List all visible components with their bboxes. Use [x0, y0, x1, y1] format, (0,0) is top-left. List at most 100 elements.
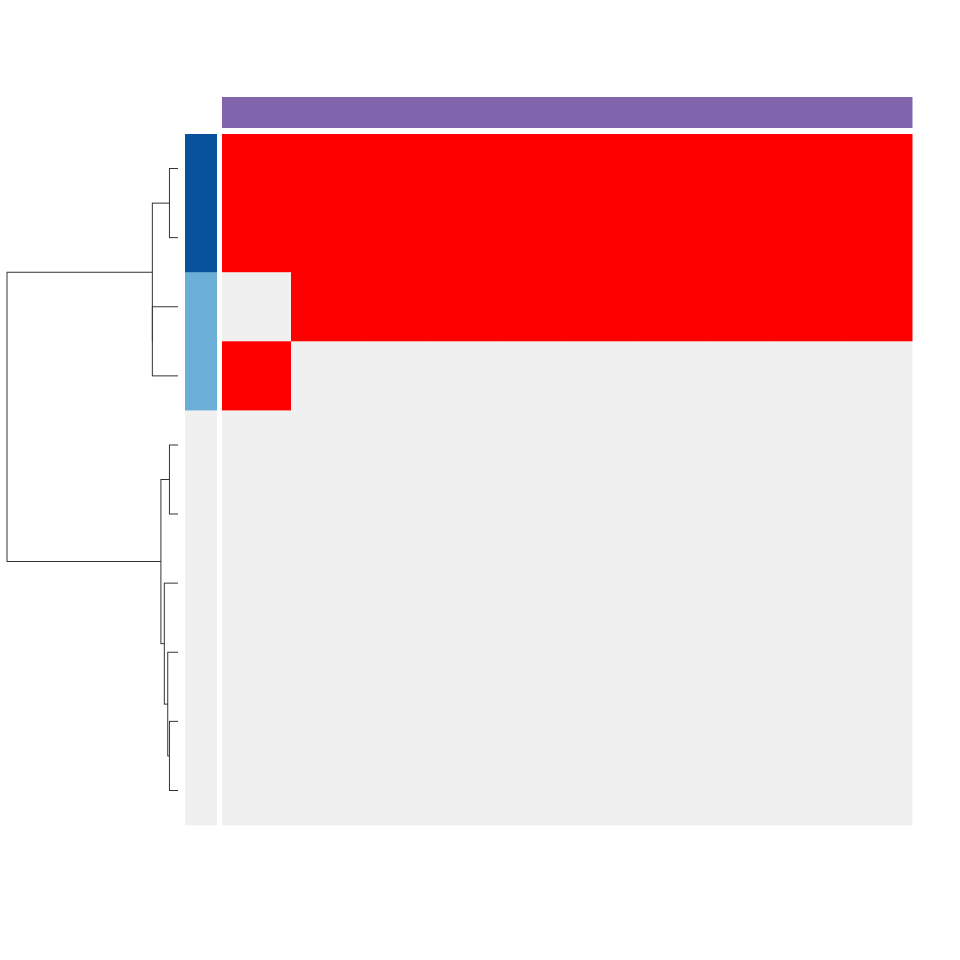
heatmap-cell [429, 410, 499, 480]
heatmap-cell [705, 617, 775, 688]
column-annotation-cell [222, 97, 292, 128]
heatmap-cell [843, 617, 913, 688]
dendrogram-branch [151, 202, 170, 342]
row-annotation-cell [185, 479, 217, 550]
heatmap-cell [291, 755, 361, 826]
heatmap-cell [291, 617, 361, 688]
row-annotation-cell [185, 134, 217, 204]
heatmap-cell [360, 548, 430, 619]
heatmap-cell [498, 272, 568, 342]
heatmap-cell [291, 341, 361, 411]
heatmap-cell [843, 686, 913, 757]
heatmap-cell [705, 134, 775, 204]
row-annotation-cell [185, 686, 217, 757]
column-annotation-cell [843, 97, 913, 128]
heatmap-cell [222, 548, 292, 619]
heatmap-cell [636, 203, 706, 273]
heatmap-cell [774, 134, 844, 204]
heatmap-cell [843, 272, 913, 342]
column-annotation-bar [222, 97, 913, 128]
heatmap-cell [360, 755, 430, 826]
heatmap-cell [429, 686, 499, 757]
heatmap-cell [636, 341, 706, 411]
heatmap-cell [498, 341, 568, 411]
heatmap-cell [567, 617, 637, 688]
heatmap-cell [843, 134, 913, 204]
heatmap-cell [429, 203, 499, 273]
heatmap-cell [429, 134, 499, 204]
heatmap-cell [774, 272, 844, 342]
heatmap-cell [498, 686, 568, 757]
heatmap-cell [429, 755, 499, 826]
heatmap-cell [360, 272, 430, 342]
heatmap-cell [705, 755, 775, 826]
row-annotation-bar [185, 134, 217, 826]
heatmap-cell [567, 755, 637, 826]
heatmap-cell [429, 341, 499, 411]
row-annotation-cell [185, 410, 217, 480]
heatmap-cell [636, 272, 706, 342]
heatmap-cell [291, 272, 361, 342]
heatmap-cell [222, 617, 292, 688]
heatmap-cell [291, 410, 361, 480]
heatmap-cell [291, 134, 361, 204]
heatmap-cell [705, 203, 775, 273]
heatmap-cell [498, 755, 568, 826]
heatmap-cell [705, 272, 775, 342]
column-annotation-cell [705, 97, 775, 128]
heatmap-cell [774, 548, 844, 619]
heatmap-cell [291, 686, 361, 757]
heatmap-cell [636, 134, 706, 204]
heatmap-cell [567, 548, 637, 619]
heatmap-cell [429, 617, 499, 688]
column-annotation-cell [498, 97, 568, 128]
heatmap-cell [843, 410, 913, 480]
column-annotation-cell [429, 97, 499, 128]
heatmap-cell [429, 479, 499, 550]
heatmap-cell [567, 203, 637, 273]
heatmap-cell [843, 203, 913, 273]
heatmap-cell [222, 203, 292, 273]
heatmap-cell [843, 341, 913, 411]
heatmap-cell [636, 617, 706, 688]
heatmap-cell [222, 686, 292, 757]
heatmap-cell [360, 410, 430, 480]
heatmap-cell [843, 755, 913, 826]
heatmap-cell [567, 410, 637, 480]
heatmap-cell [774, 686, 844, 757]
heatmap-cell [567, 686, 637, 757]
row-annotation-cell [185, 548, 217, 619]
heatmap-cell [636, 479, 706, 550]
column-annotation-cell [636, 97, 706, 128]
row-annotation-cell [185, 341, 217, 411]
heatmap-cell [498, 479, 568, 550]
heatmap-cell [222, 755, 292, 826]
heatmap-cell [429, 272, 499, 342]
heatmap-cell [774, 410, 844, 480]
heatmap-cell [705, 548, 775, 619]
heatmap-cell [360, 203, 430, 273]
heatmap-cell [636, 548, 706, 619]
heatmap-cell [774, 755, 844, 826]
heatmap-cell [222, 479, 292, 550]
heatmap-cell [360, 617, 430, 688]
heatmap-cell [774, 203, 844, 273]
column-annotation-cell [774, 97, 844, 128]
column-annotation-cell [360, 97, 430, 128]
heatmap-cell [498, 410, 568, 480]
heatmap-cell [567, 272, 637, 342]
heatmap-cell [705, 479, 775, 550]
heatmap-cell [291, 548, 361, 619]
heatmap-cell [636, 755, 706, 826]
heatmap-cell [567, 479, 637, 550]
heatmap-cell [291, 479, 361, 550]
heatmap-cell [360, 134, 430, 204]
heatmap-cell [774, 341, 844, 411]
heatmap-cell [636, 410, 706, 480]
heatmap-cell [498, 203, 568, 273]
heatmap-cell [774, 479, 844, 550]
column-annotation-cell [567, 97, 637, 128]
heatmap-cell [360, 686, 430, 757]
heatmap-cell [222, 272, 292, 342]
